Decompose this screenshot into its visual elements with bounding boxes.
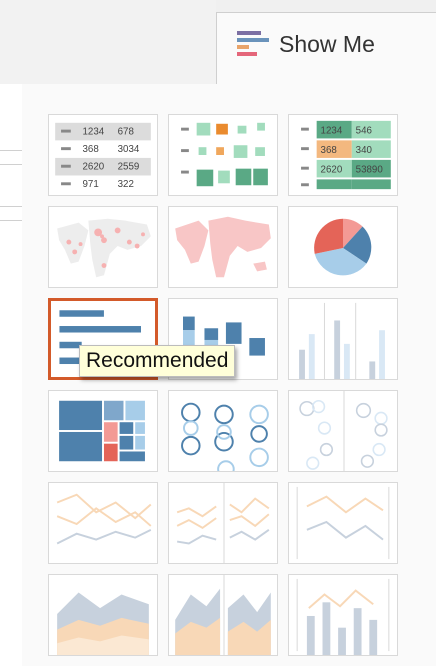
- hl-cell-2-1: 368: [321, 145, 337, 156]
- area-continuous-thumbnail[interactable]: [48, 574, 158, 656]
- text-table-icon: 1234 678 368 3034 2620 2559 971 322: [55, 122, 151, 190]
- highlight-table-icon: 1234 546 368 340 2620 53890: [301, 120, 391, 190]
- circle-views-icon: [181, 402, 269, 471]
- cell-3-2: 2559: [118, 162, 140, 173]
- heat-map-icon: [181, 122, 268, 187]
- filled-map-icon: [175, 216, 271, 278]
- panel-title: Show Me: [279, 31, 375, 57]
- hl-cell-1-2: 546: [356, 126, 372, 137]
- area-continuous-icon: [57, 592, 149, 655]
- dual-lines-icon: [296, 486, 390, 560]
- text-table-thumbnail[interactable]: 1234 678 368 3034 2620 2559 971 322: [48, 114, 158, 196]
- hl-cell-3-1: 2620: [321, 165, 343, 176]
- symbol-map-thumbnail[interactable]: [48, 206, 158, 288]
- recommended-tooltip: Recommended: [79, 345, 236, 377]
- show-me-tab[interactable]: Show Me: [216, 12, 436, 86]
- side-by-side-circles-icon: [299, 391, 388, 471]
- side-by-side-circles-thumbnail[interactable]: [288, 390, 398, 472]
- lines-discrete-thumbnail[interactable]: [168, 482, 278, 564]
- area-discrete-thumbnail[interactable]: [168, 574, 278, 656]
- cell-2-1: 368: [83, 144, 99, 155]
- area-discrete-icon: [175, 575, 271, 655]
- hl-cell-1-1: 1234: [321, 126, 343, 137]
- show-me-icon: [237, 31, 269, 56]
- symbol-map-icon: [57, 218, 151, 278]
- hl-cell-3-2: 53890: [356, 165, 384, 176]
- dual-combination-thumbnail[interactable]: [288, 574, 398, 656]
- heat-map-thumbnail[interactable]: [168, 114, 278, 196]
- cell-1-2: 678: [118, 127, 134, 138]
- left-pane: [0, 84, 23, 666]
- dual-combination-icon: [296, 578, 390, 655]
- cell-2-2: 3034: [118, 144, 140, 155]
- lines-continuous-thumbnail[interactable]: [48, 482, 158, 564]
- treemap-thumbnail[interactable]: [48, 390, 158, 472]
- pie-chart-thumbnail[interactable]: [288, 206, 398, 288]
- highlight-table-thumbnail[interactable]: 1234 546 368 340 2620 53890: [288, 114, 398, 196]
- cell-4-1: 971: [83, 179, 99, 190]
- dual-lines-thumbnail[interactable]: [288, 482, 398, 564]
- circle-views-thumbnail[interactable]: [168, 390, 278, 472]
- lines-discrete-icon: [176, 483, 270, 563]
- pie-chart-icon: [314, 218, 372, 276]
- side-by-side-bars-thumbnail[interactable]: [288, 298, 398, 380]
- cell-3-1: 2620: [83, 162, 105, 173]
- side-by-side-bars-icon: [299, 302, 385, 379]
- hl-cell-2-2: 340: [356, 145, 373, 156]
- cell-4-2: 322: [118, 179, 134, 190]
- filled-map-thumbnail[interactable]: [168, 206, 278, 288]
- treemap-icon: [59, 400, 145, 462]
- lines-continuous-icon: [56, 493, 152, 545]
- toolbar-area: [0, 0, 216, 85]
- cell-1-1: 1234: [83, 127, 105, 138]
